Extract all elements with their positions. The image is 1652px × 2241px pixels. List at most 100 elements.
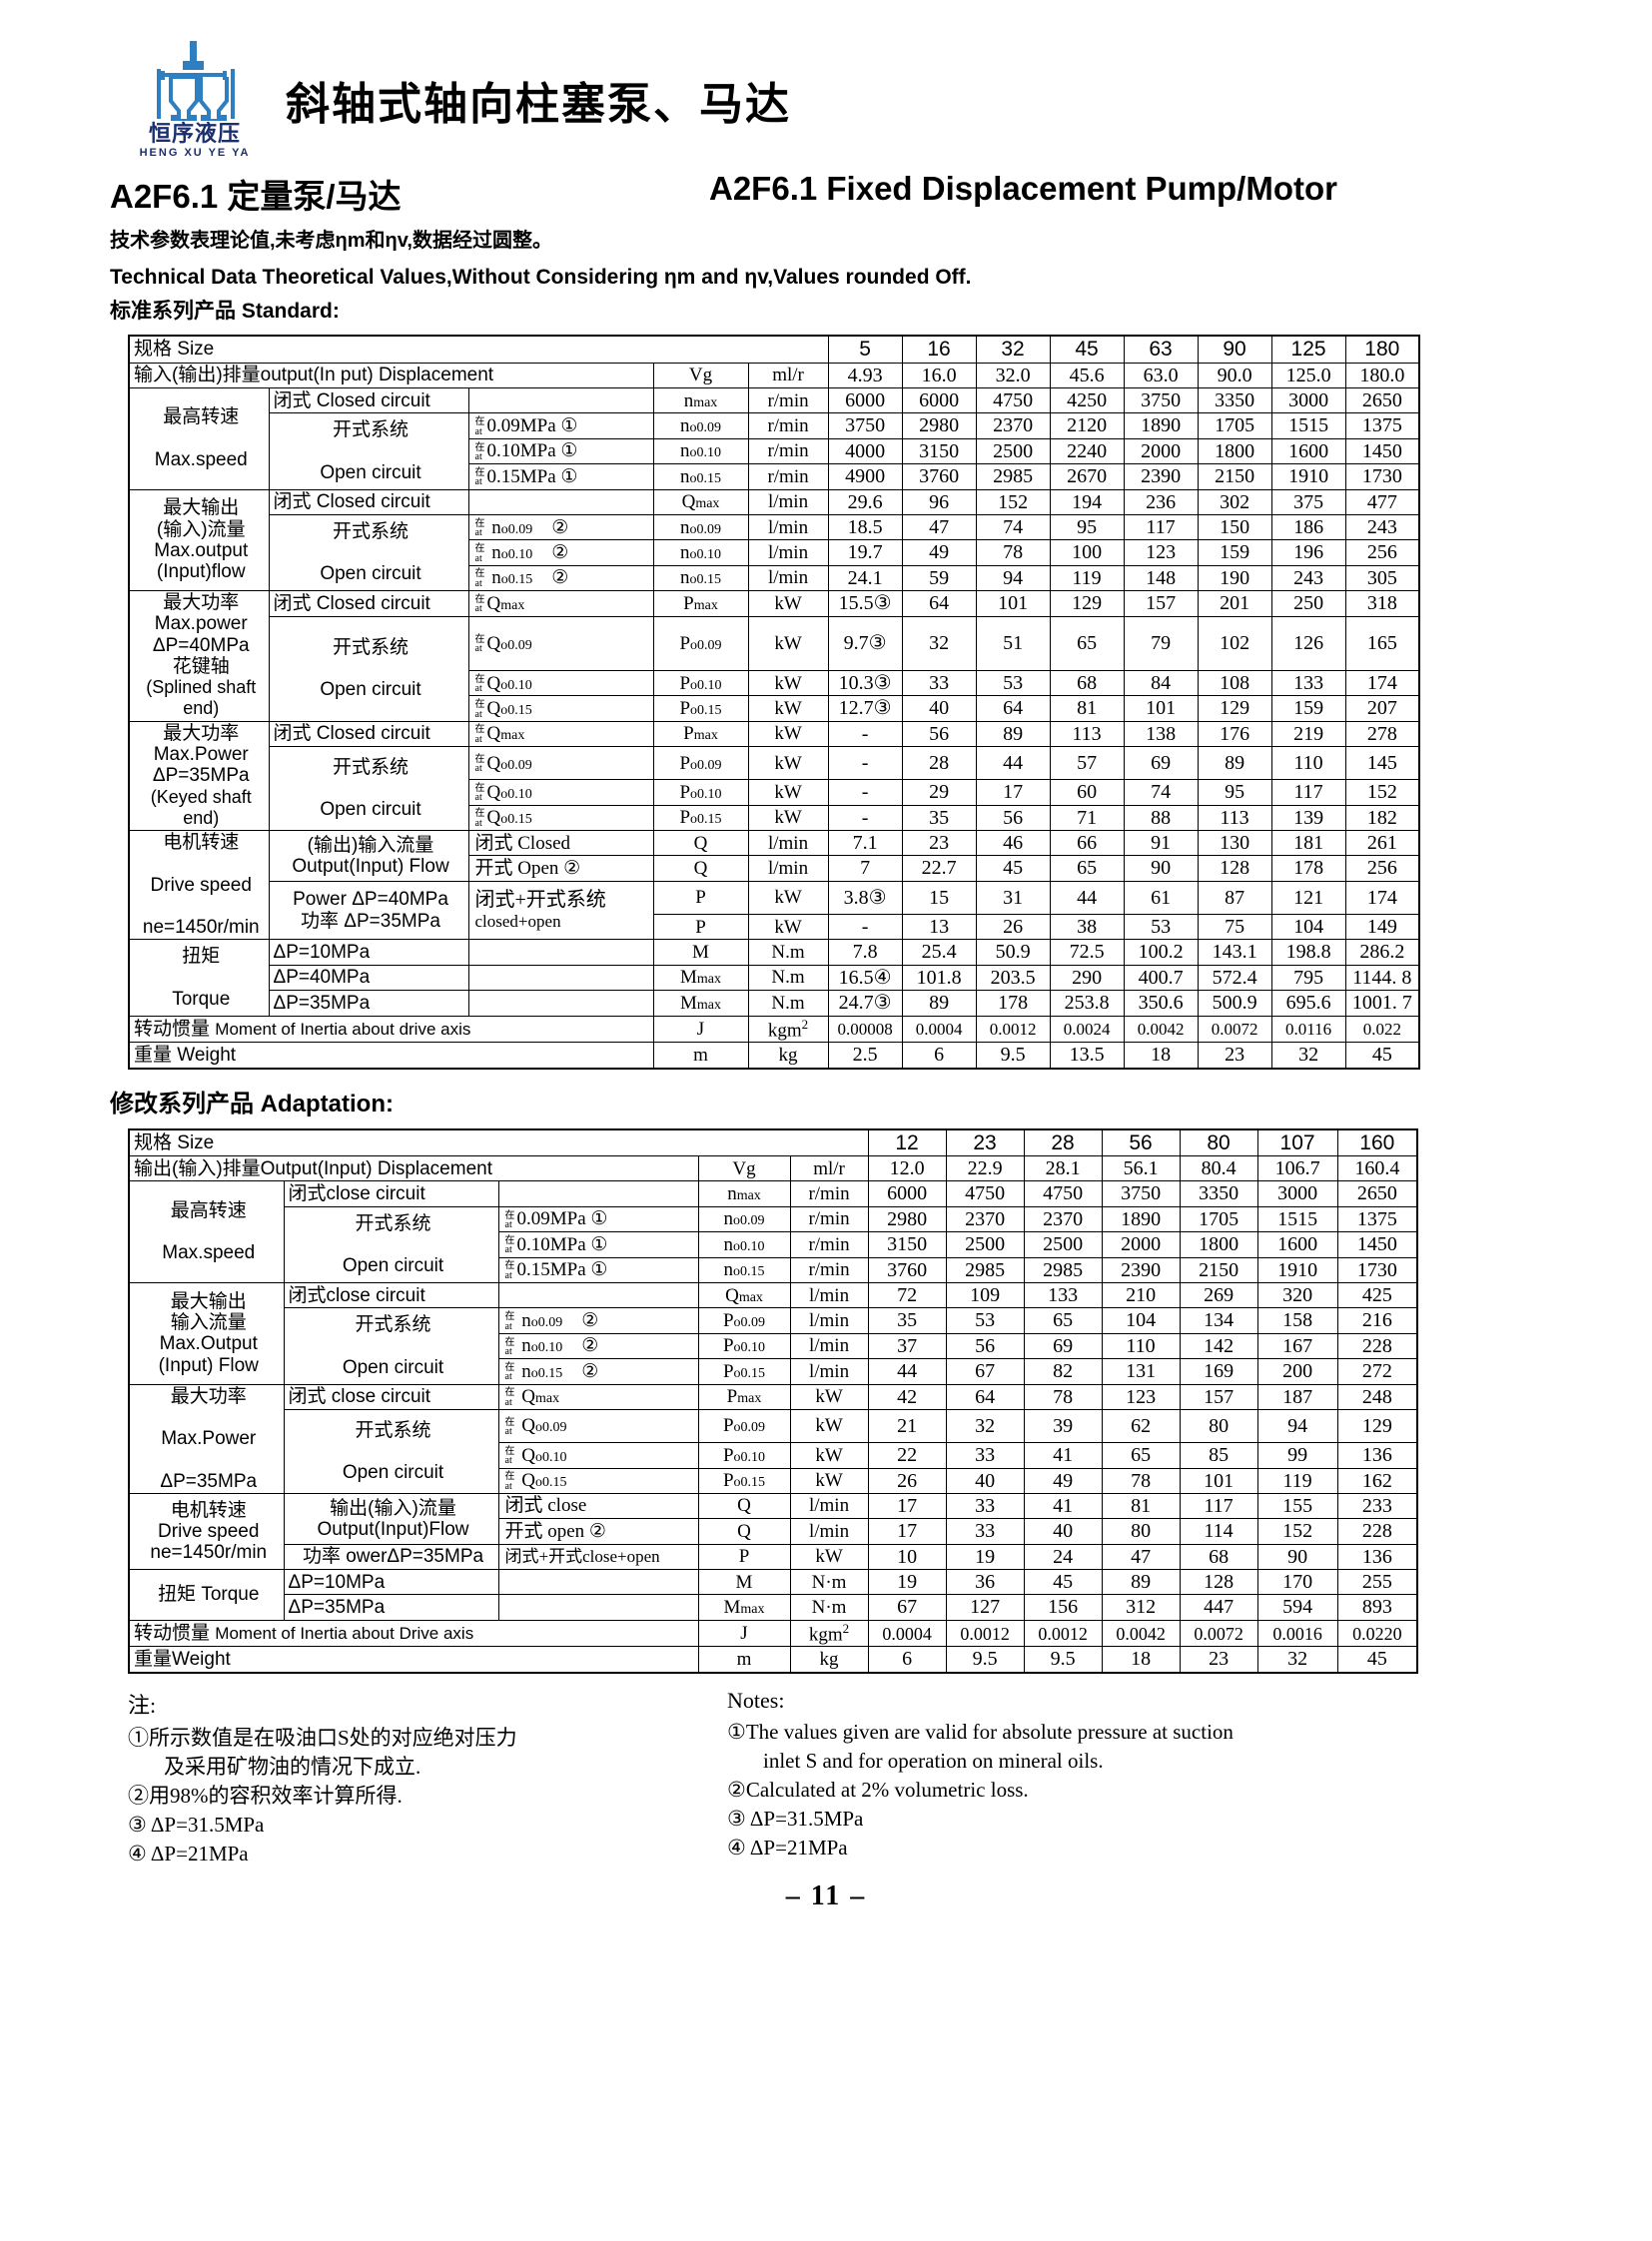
line: Drive speed [158,1520,260,1542]
cell: 104 [1270,913,1346,941]
cell: 44 [1049,880,1125,916]
cell: 1450 [1344,437,1420,465]
cell: 46 [975,830,1051,857]
cell: 133 [1023,1282,1103,1309]
cell: 32 [901,615,977,671]
cell: 47 [901,513,977,541]
condition-cell: 在 at 0.15MPa ① [467,463,654,490]
unit: l/min [789,1518,869,1545]
footnote-mark: ② [581,1335,599,1357]
cell: 117 [1270,779,1346,806]
page-header: 恒序液压 HENG XU YE YA 斜轴式轴向柱塞泵、马达 [130,40,1542,160]
cell: 2000 [1101,1231,1181,1258]
group-max-speed-en: Max.speed [162,1242,256,1264]
cell: 2240 [1049,437,1125,465]
unit: l/min [747,539,829,566]
open-circuit-en: Open circuit [342,1255,444,1277]
table-row: 在 at Qo0.15 Po0.15 kW 12.7③ 40 64 81 101 1… [129,695,1420,722]
cell: 0.0116 [1270,1015,1346,1044]
cell: 109 [945,1282,1025,1309]
cell: 89 [901,990,977,1017]
cell: 207 [1344,695,1420,722]
table-row: 最大功率 Max.Power ΔP=35MPa (Keyed shaft end… [128,720,1420,832]
open-circuit-label: 开式系统 Open circuit [268,412,469,490]
cell: 312 [1101,1594,1181,1621]
spacer-cell [497,1569,699,1596]
cell: 162 [1336,1467,1418,1494]
condition-cell: 开式 open ② [497,1518,699,1545]
open-circuit-cn: 开式系统 [332,636,409,658]
cell: 56.1 [1101,1155,1181,1182]
closed-circuit-label: 闭式close circuit [283,1282,499,1309]
cell: 32 [945,1408,1025,1444]
cell: 15 [901,880,977,916]
cell: 157 [1179,1383,1258,1410]
torque-condition: ΔP=10MPa [283,1569,499,1596]
torque-condition: ΔP=40MPa [268,964,469,992]
table-row: 在 at Qo0.15 Po0.15 kW 26 40 49 78 101 119… [129,1467,1418,1494]
cell: 3750 [1101,1180,1181,1207]
footnote-item: ④ ΔP=21MPa [128,1841,249,1866]
cell: 47 [1101,1543,1181,1571]
cell: 51 [975,615,1051,671]
cell: 22 [867,1442,947,1469]
cell: 39 [1023,1408,1103,1444]
cell: 26 [975,913,1051,941]
cell: 2120 [1049,412,1125,439]
table-row: ΔP=35MPa Mmax N.m 24.7③ 89 178 253.8 350… [129,990,1420,1017]
cell: 45 [1023,1569,1103,1596]
cell: 1450 [1336,1231,1418,1258]
condition-cell: 在 at Qo0.10 [467,669,654,697]
cell: 131 [1101,1358,1181,1385]
cell: 2500 [945,1231,1025,1258]
cell: 2000 [1123,437,1199,465]
closed-circuit-label: 闭式close circuit [283,1180,499,1207]
table-row: Power ΔP=40MPa 功率 ΔP=35MPa 闭式+开式系统 close… [129,880,1420,941]
cell: 136 [1336,1442,1418,1469]
tech-note-cn: 技术参数表理论值,未考虑ηm和ηv,数据经过圆整。 [110,230,552,252]
unit: r/min [789,1180,869,1207]
line: Max.Output [159,1333,258,1355]
cell: 125.0 [1270,362,1346,389]
cell: 143.1 [1197,939,1272,966]
footnote-item: ①The values given are valid for absolute… [727,1719,1234,1744]
symbol: J [652,1015,749,1044]
line: 最大功率 [170,1385,247,1407]
cell: 795 [1270,964,1346,992]
cell: 1600 [1256,1231,1338,1258]
symbol: Po0.10 [652,779,749,806]
footnote-item: ③ ΔP=31.5MPa [128,1812,265,1837]
line: Max.power [154,613,248,635]
symbol: no0.09 [697,1205,791,1233]
cell: 117 [1123,513,1199,541]
unit: r/min [747,387,829,414]
condition-cell [467,387,654,414]
cell: 4750 [975,387,1051,414]
cell: 0.0042 [1123,1015,1199,1044]
table-row: 开式系统 Open circuit 在 at 0.09MPa ① no0.09 r/… [129,412,1420,490]
table-row: 在 at Qo0.15 Po0.15 kW - 35 56 71 88 113 13… [129,804,1420,832]
cell: 6000 [901,387,977,414]
cell: 10 [867,1543,947,1571]
cell: 219 [1270,720,1346,748]
cell: 38 [1049,913,1125,941]
line: 花键轴 [172,655,230,677]
cell: 7.8 [827,939,903,966]
cell: 19 [867,1569,947,1596]
cell: 158 [1256,1307,1338,1334]
cell: 66 [1049,830,1125,857]
unit: l/min [747,513,829,541]
symbol: J [697,1619,791,1648]
cell: 84 [1123,669,1199,697]
cell: 142 [1179,1332,1258,1360]
cell: 2500 [975,437,1051,465]
table-row: 在 at no0.15 ② no0.15 l/min 24.1 59 94 119… [129,564,1420,592]
cell: 123 [1101,1383,1181,1410]
cell: 81 [1049,695,1125,722]
symbol: Pmax [697,1383,791,1410]
cell: 23 [901,830,977,857]
cell: 1515 [1256,1205,1338,1233]
table-row: 扭矩 Torque ΔP=10MPa M N·m 19 36 45 89 128… [128,1569,1418,1621]
cell: 23 [1197,1042,1272,1070]
unit: kW [789,1543,869,1571]
